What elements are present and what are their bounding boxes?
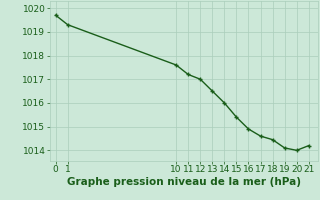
- X-axis label: Graphe pression niveau de la mer (hPa): Graphe pression niveau de la mer (hPa): [67, 177, 301, 187]
